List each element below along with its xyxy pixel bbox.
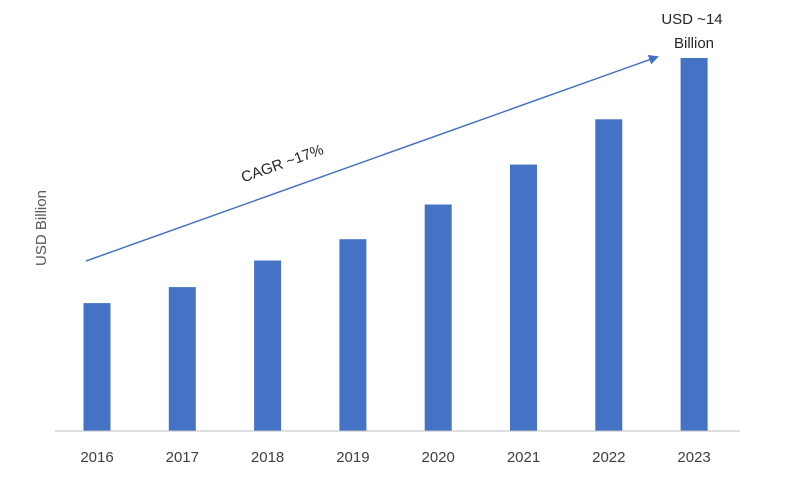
- bar-2017: [168, 287, 196, 431]
- x-tick-label-2023: 2023: [677, 449, 710, 466]
- y-axis-title: USD Billion: [33, 190, 50, 266]
- bar-2021: [510, 164, 537, 431]
- x-tick-label-2021: 2021: [507, 449, 540, 466]
- x-tick-labels: 2016 2017 2018 2019 2020 2021 2022 2023: [80, 449, 710, 466]
- bar-2016: [83, 303, 111, 431]
- cagr-trend-arrow: [85, 54, 659, 262]
- bar-2018: [254, 260, 282, 431]
- x-tick-label-2016: 2016: [80, 449, 113, 466]
- final-value-annotation-line2: Billion: [674, 35, 714, 52]
- bar-2023: [680, 58, 708, 431]
- bars-group: [83, 58, 708, 432]
- final-value-annotation-line1: USD ~14: [661, 11, 722, 28]
- bar-2022: [595, 119, 623, 432]
- x-tick-label-2019: 2019: [336, 449, 369, 466]
- bar-2020: [424, 204, 452, 431]
- x-tick-label-2022: 2022: [592, 449, 625, 466]
- x-tick-label-2017: 2017: [166, 449, 199, 466]
- x-tick-label-2018: 2018: [251, 449, 284, 466]
- bar-2019: [339, 239, 367, 431]
- x-tick-label-2020: 2020: [422, 449, 455, 466]
